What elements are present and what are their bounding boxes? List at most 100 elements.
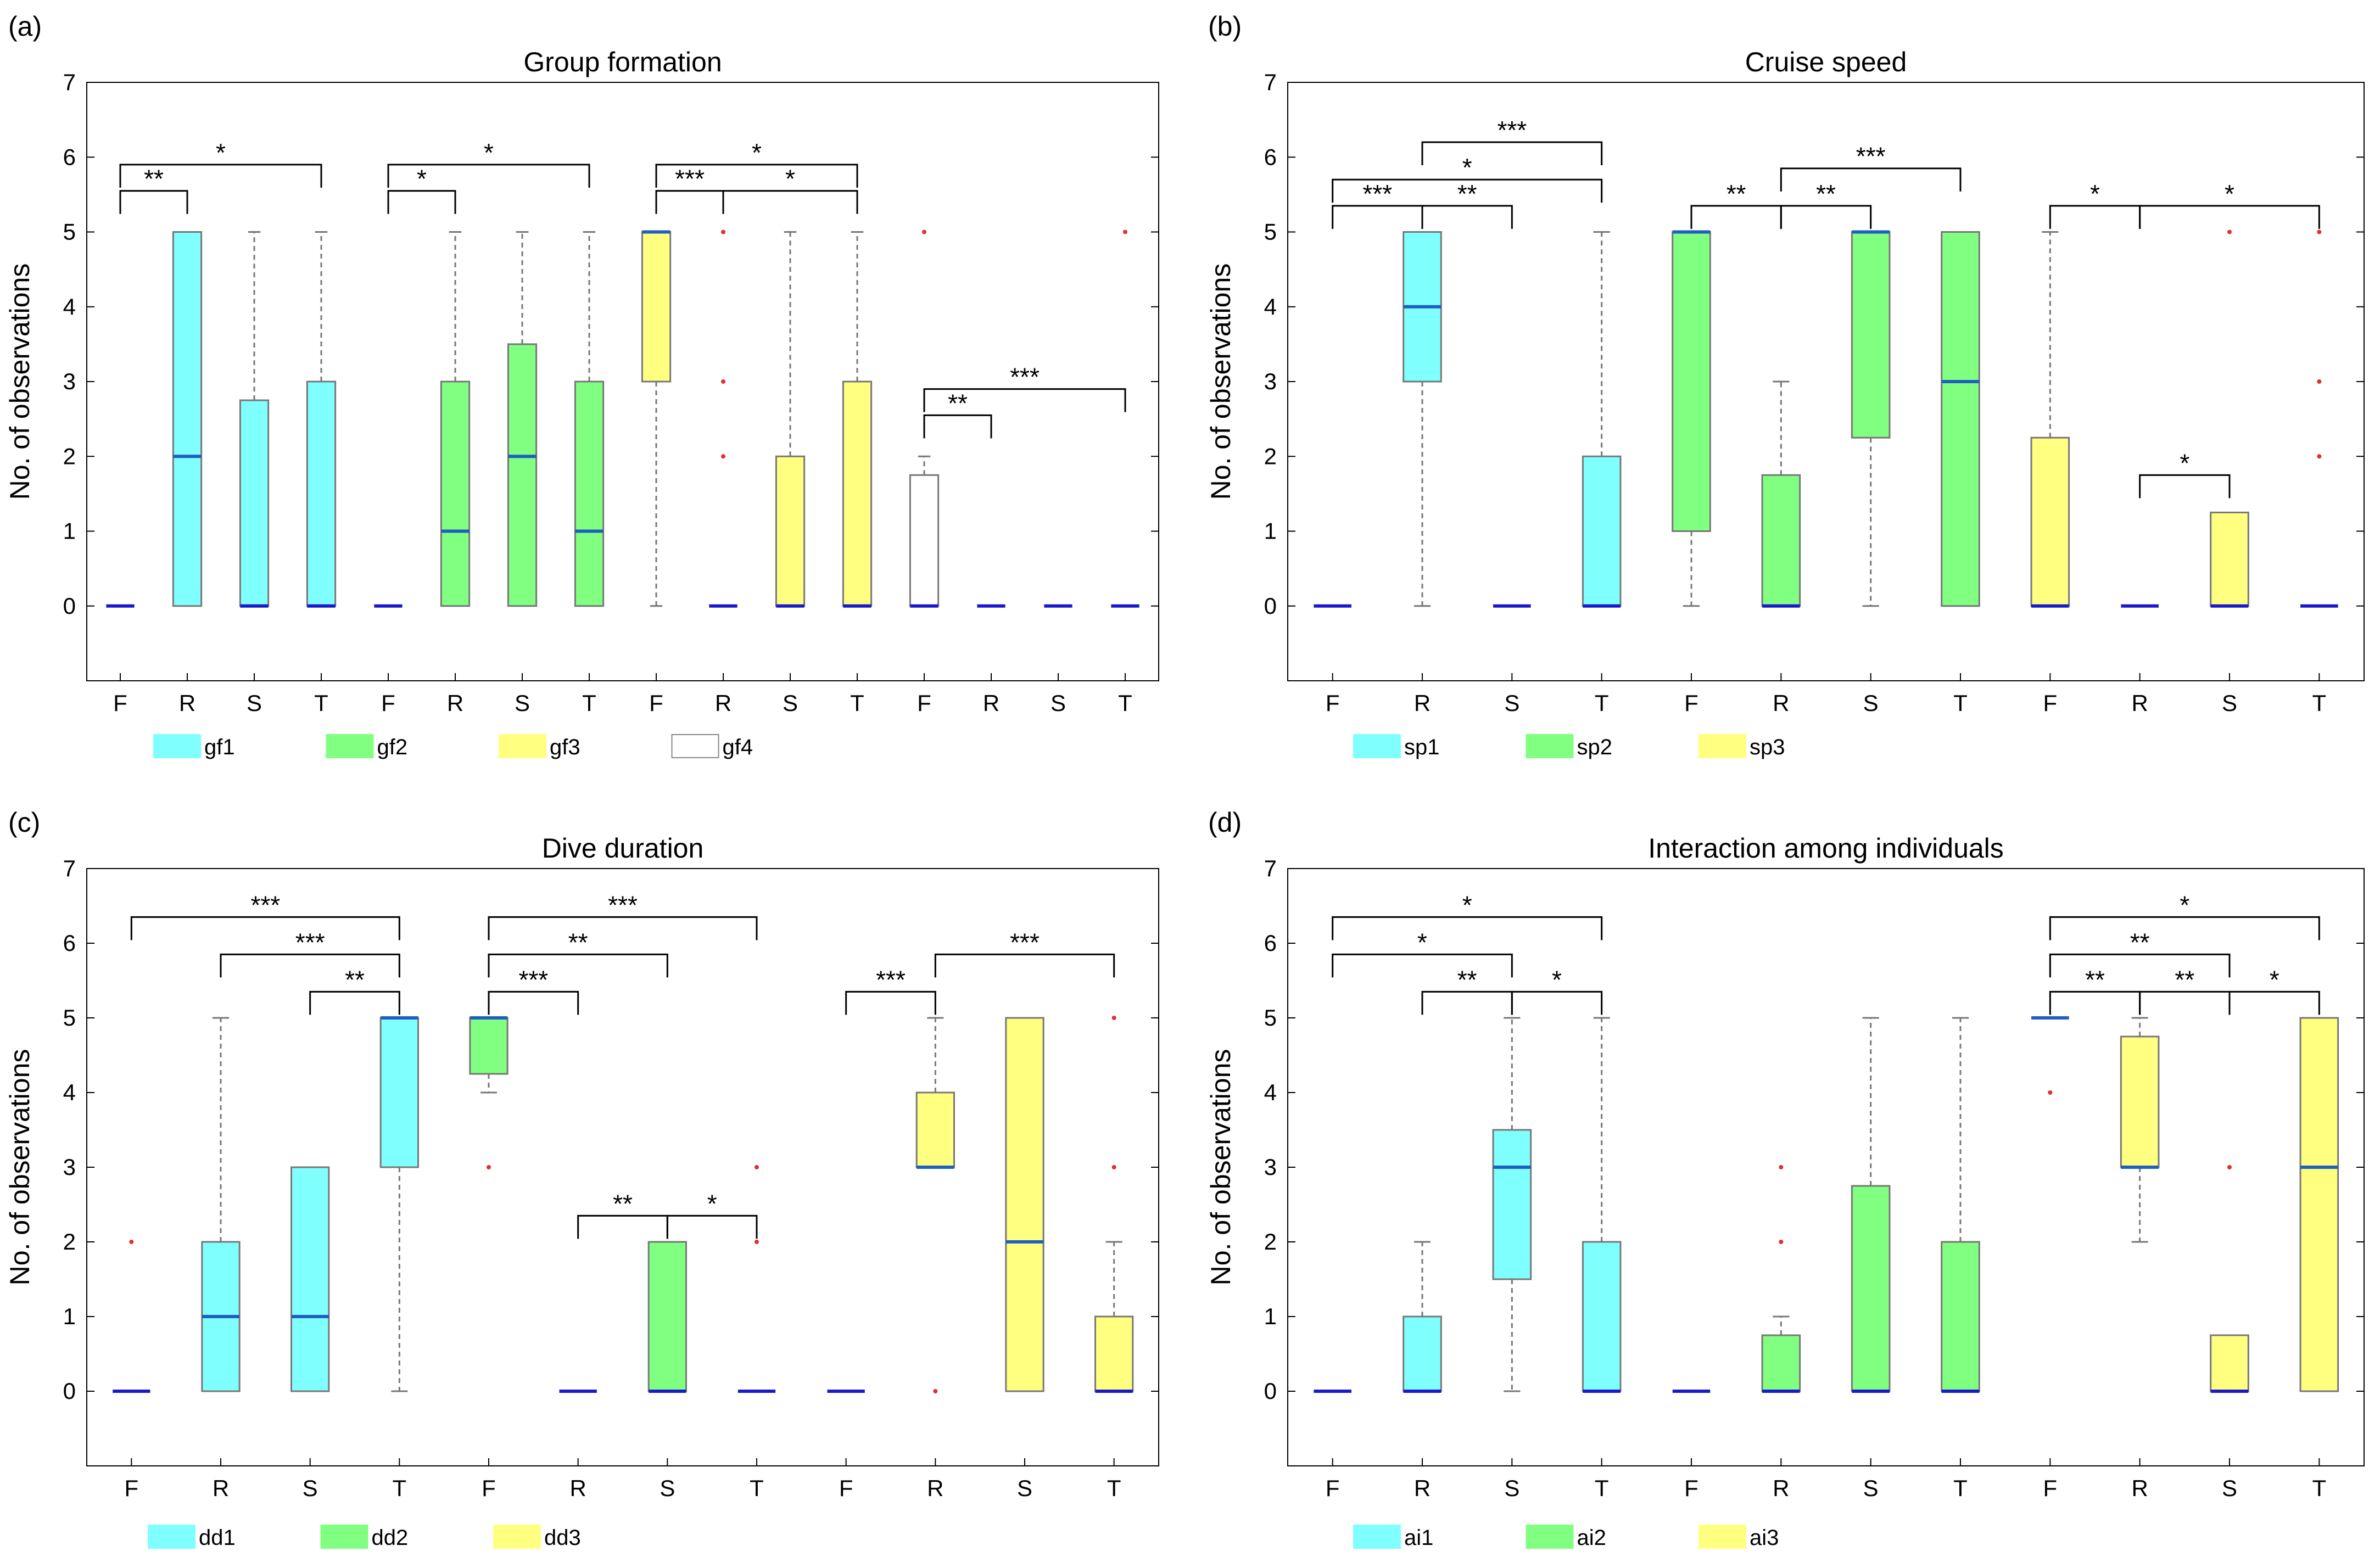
significance-label: ***	[1856, 142, 1886, 171]
box-s	[2210, 229, 2249, 608]
legend-label: dd1	[199, 1526, 236, 1550]
x-tick-label: S	[1504, 690, 1519, 716]
panel-label: (d)	[1208, 807, 1242, 838]
box-t	[1582, 1017, 1622, 1393]
box-r	[172, 231, 203, 607]
x-tick-label: T	[2312, 690, 2327, 716]
x-tick-label: T	[750, 1475, 764, 1501]
outlier-point	[933, 1389, 938, 1393]
box-body	[1582, 1241, 1622, 1392]
box-t	[574, 231, 605, 607]
significance-label: **	[1816, 180, 1836, 208]
significance-bracket	[1332, 178, 1603, 203]
box-body	[239, 399, 270, 607]
box-t	[737, 1165, 776, 1393]
box-f	[469, 1016, 509, 1169]
y-tick-label: 0	[63, 1378, 76, 1404]
box-r	[1403, 1241, 1442, 1393]
outlier-point	[2317, 379, 2322, 384]
significance-label: *	[1462, 891, 1472, 919]
outlier-point	[2048, 1090, 2053, 1095]
significance-label: ***	[1010, 928, 1040, 956]
legend-label: gf2	[377, 735, 408, 759]
significance-bracket	[488, 916, 758, 940]
x-tick-label: S	[660, 1475, 675, 1501]
significance-bracket	[923, 388, 1126, 412]
legend-swatch	[326, 734, 374, 758]
box-t	[1941, 231, 1980, 607]
y-tick-label: 1	[63, 1303, 76, 1329]
x-tick-label: F	[839, 1475, 853, 1501]
box-body	[1582, 455, 1622, 607]
x-tick-label: S	[1017, 1475, 1032, 1501]
x-tick-label: F	[2043, 690, 2058, 716]
box-r	[440, 231, 471, 607]
y-tick-label: 4	[63, 294, 76, 320]
x-tick-label: T	[393, 1475, 407, 1501]
x-tick-label: S	[303, 1475, 318, 1501]
x-tick-label: S	[515, 690, 530, 716]
significance-label: *	[2180, 449, 2189, 477]
y-tick-label: 7	[1264, 69, 1277, 95]
x-tick-label: R	[1414, 690, 1431, 716]
chart-title: Group formation	[523, 47, 722, 77]
x-tick-label: F	[1326, 690, 1340, 716]
significance-label: **	[613, 1189, 633, 1218]
y-tick-label: 2	[1264, 443, 1277, 469]
y-tick-label: 2	[63, 1229, 76, 1255]
significance-label: **	[2085, 965, 2105, 994]
chart-title: Interaction among individuals	[1648, 833, 2004, 864]
panel-label: (c)	[8, 807, 40, 838]
legend-label: gf4	[723, 735, 753, 759]
significance-label: ***	[518, 965, 548, 994]
y-tick-label: 7	[63, 855, 76, 881]
significance-bracket	[130, 916, 400, 940]
x-tick-label: R	[179, 690, 195, 716]
x-tick-label: F	[1684, 1475, 1698, 1501]
x-tick-label: R	[1773, 1475, 1789, 1501]
significance-bracket	[2139, 990, 2231, 1015]
chart-title: Dive duration	[542, 833, 704, 864]
box-body	[1005, 1017, 1044, 1392]
box-body	[1403, 1315, 1442, 1392]
box-body	[1761, 1334, 1801, 1392]
significance-bracket	[309, 990, 400, 1015]
y-axis-label: No. of observations	[1205, 1049, 1236, 1286]
outlier-point	[1111, 1165, 1116, 1169]
y-tick-label: 6	[63, 144, 76, 170]
box-body	[1851, 1185, 1891, 1392]
box-s	[290, 1166, 330, 1392]
box-t	[1094, 1016, 1134, 1393]
significance-bracket	[2139, 474, 2231, 499]
box-s	[1492, 1017, 1532, 1392]
x-tick-label: S	[1863, 1475, 1879, 1501]
x-tick-label: S	[1863, 690, 1879, 716]
x-tick-label: S	[783, 690, 798, 716]
legend-swatch	[1526, 734, 1574, 758]
significance-label: **	[568, 928, 588, 956]
significance-bracket	[488, 953, 668, 978]
box-r	[915, 1017, 955, 1393]
significance-bracket	[1780, 167, 1962, 192]
y-tick-label: 7	[63, 69, 76, 95]
y-tick-label: 4	[1264, 294, 1277, 320]
y-tick-label: 4	[1264, 1079, 1277, 1105]
significance-label: ***	[1362, 180, 1392, 208]
box-body	[1941, 1241, 1980, 1392]
significance-label: **	[2175, 965, 2194, 994]
panel-c: (c) Dive duration No. of observations 0 1 2 3 4…	[4, 807, 1159, 1550]
x-tick-label: S	[1504, 1475, 1519, 1501]
legend-swatch	[1353, 734, 1401, 758]
box-t	[1941, 1017, 1980, 1393]
significance-bracket	[655, 190, 724, 214]
y-tick-label: 3	[1264, 1154, 1277, 1180]
x-tick-label: S	[2222, 690, 2237, 716]
plot-frame	[1287, 868, 2365, 1466]
panel-b: (b) Cruise speed No. of observations 0 1 2 3 4 5…	[1205, 11, 2365, 759]
y-tick-label: 1	[1264, 1303, 1277, 1329]
significance-label: **	[1457, 965, 1477, 994]
x-tick-label: F	[1326, 1475, 1340, 1501]
x-tick-label: T	[1953, 1475, 1968, 1501]
significance-label: **	[2130, 928, 2150, 956]
outlier-point	[2317, 454, 2322, 459]
